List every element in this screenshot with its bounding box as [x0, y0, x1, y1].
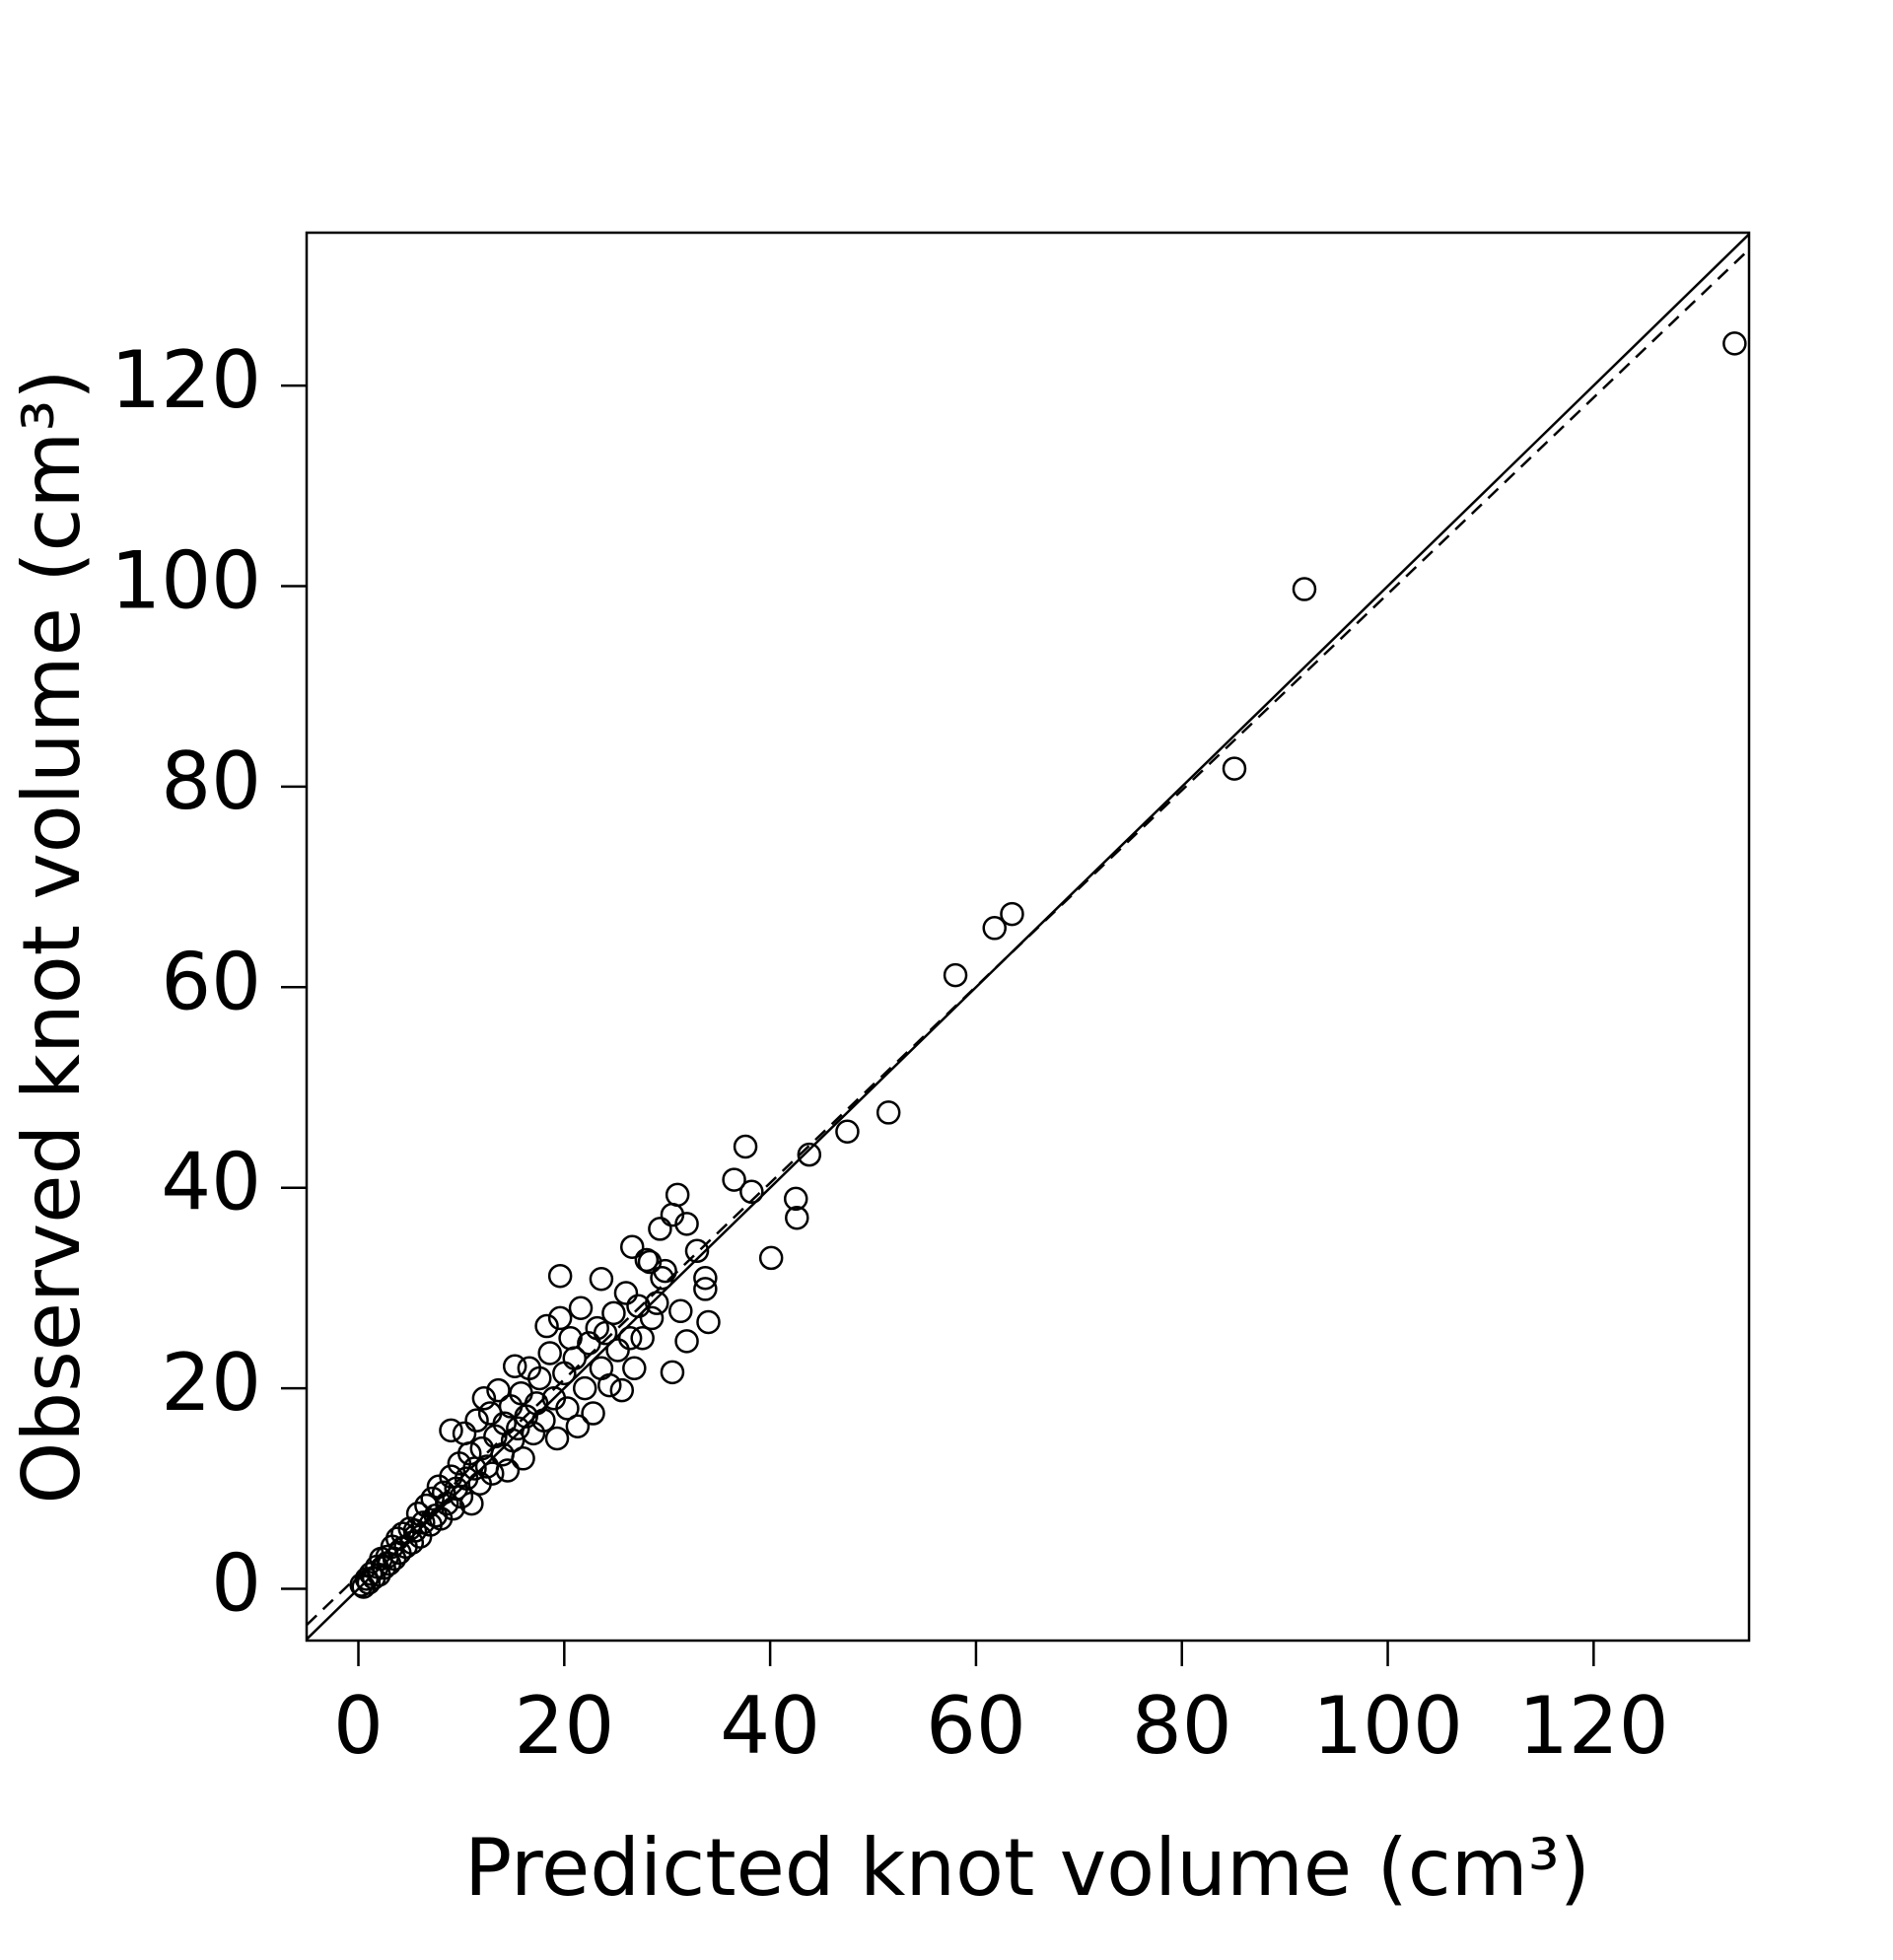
data-point	[581, 1401, 605, 1426]
data-point	[665, 1182, 690, 1208]
data-point	[797, 1142, 822, 1167]
data-point	[696, 1309, 721, 1335]
data-point	[390, 1521, 415, 1546]
data-point	[544, 1426, 570, 1451]
data-point	[593, 1320, 618, 1346]
data-point	[572, 1375, 597, 1401]
data-point	[693, 1265, 718, 1291]
data-point	[982, 916, 1007, 941]
data-point	[739, 1179, 764, 1205]
data-point	[626, 1294, 651, 1318]
x-tick-label: 40	[720, 1680, 820, 1772]
data-point	[645, 1291, 669, 1315]
reference-line	[307, 248, 1749, 1627]
data-point	[568, 1295, 594, 1321]
data-point	[684, 1238, 710, 1264]
data-point	[722, 1167, 746, 1192]
data-point	[486, 1377, 511, 1403]
data-point	[547, 1263, 573, 1289]
y-tick-label: 80	[161, 735, 261, 827]
y-tick-label: 120	[110, 334, 261, 426]
data-point	[785, 1205, 809, 1230]
data-point	[511, 1446, 535, 1471]
x-tick-label: 20	[514, 1680, 614, 1772]
data-point	[524, 1391, 549, 1416]
data-point	[693, 1277, 718, 1301]
data-point	[399, 1530, 425, 1555]
x-axis-title: Predicted knot volume (cm³)	[464, 1822, 1590, 1914]
data-point	[609, 1377, 635, 1403]
data-point	[502, 1354, 527, 1378]
data-point	[674, 1212, 699, 1236]
data-point	[534, 1313, 559, 1339]
data-point	[634, 1247, 660, 1273]
data-point	[876, 1100, 901, 1125]
data-point	[495, 1458, 521, 1483]
data-point	[457, 1440, 482, 1466]
x-tick-label: 100	[1312, 1680, 1463, 1772]
y-tick-label: 100	[110, 534, 261, 626]
data-point	[622, 1356, 647, 1381]
data-point	[835, 1119, 860, 1145]
data-point	[531, 1408, 556, 1433]
data-point	[597, 1372, 622, 1398]
x-tick-label: 60	[926, 1680, 1026, 1772]
data-point	[506, 1416, 530, 1441]
data-point	[562, 1346, 588, 1370]
data-point	[547, 1305, 573, 1331]
data-point	[1000, 901, 1024, 927]
plot-frame	[305, 231, 1751, 1643]
y-tick-label: 40	[161, 1137, 261, 1228]
data-point	[617, 1326, 643, 1351]
data-point	[605, 1338, 630, 1363]
y-axis-title: Observed knot volume (cm³)	[6, 369, 98, 1504]
data-point	[439, 1418, 463, 1443]
data-point	[733, 1134, 758, 1159]
data-point	[420, 1486, 445, 1511]
data-point	[589, 1267, 614, 1292]
data-point	[459, 1491, 484, 1516]
data-point	[674, 1329, 699, 1354]
data-point	[1222, 756, 1247, 781]
data-point	[783, 1186, 808, 1212]
data-point	[565, 1414, 591, 1439]
data-point	[619, 1234, 645, 1259]
data-point	[758, 1245, 784, 1271]
data-point	[479, 1461, 505, 1486]
data-point	[589, 1356, 614, 1381]
data-point	[537, 1341, 562, 1365]
data-point	[555, 1396, 580, 1421]
data-point	[613, 1281, 639, 1305]
data-point	[601, 1300, 626, 1326]
x-tick-label: 80	[1132, 1680, 1232, 1772]
y-tick-label: 20	[161, 1337, 261, 1429]
data-point	[630, 1326, 655, 1351]
data-point	[660, 1360, 685, 1385]
data-point	[471, 1386, 497, 1411]
data-point	[1292, 577, 1317, 601]
data-point	[452, 1421, 477, 1446]
data-point	[668, 1298, 693, 1324]
x-tick-label: 120	[1518, 1680, 1669, 1772]
y-tick-label: 0	[211, 1537, 261, 1629]
data-point	[402, 1518, 428, 1543]
data-point	[943, 962, 968, 988]
data-point	[648, 1217, 672, 1241]
data-point	[464, 1408, 489, 1433]
y-tick-label: 60	[161, 936, 261, 1027]
data-point	[527, 1365, 552, 1391]
x-tick-label: 0	[333, 1680, 384, 1772]
data-point	[1722, 331, 1747, 356]
data-point	[439, 1464, 463, 1489]
data-point	[639, 1305, 665, 1331]
data-point	[650, 1265, 674, 1291]
